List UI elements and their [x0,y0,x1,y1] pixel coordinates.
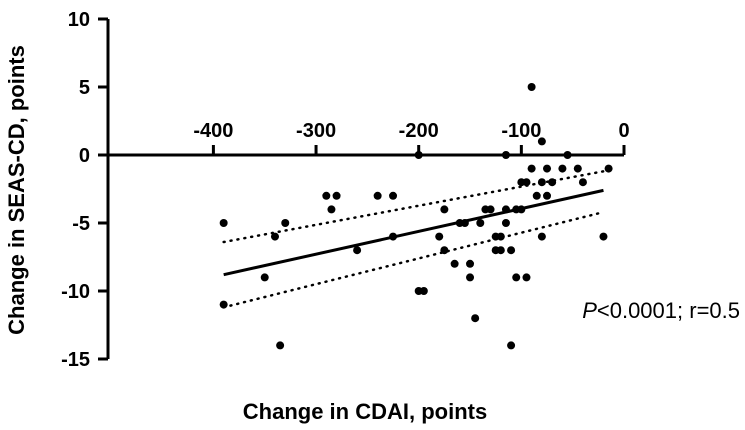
x-tick-label: -300 [296,120,336,142]
data-point [522,178,531,187]
data-point [537,178,546,187]
data-point [332,191,341,200]
data-point [527,164,536,173]
data-point [599,232,608,241]
data-point [537,137,546,146]
data-points [219,83,613,350]
data-point [573,164,582,173]
data-point [486,205,495,214]
data-point [543,191,552,200]
stats-annotation: P<0.0001; r=0.5 [582,298,740,323]
data-point [460,219,469,227]
data-point [548,178,557,187]
data-point [558,164,567,173]
confidence-band-lower [222,210,605,309]
data-point [270,232,279,241]
data-point [604,164,613,173]
data-point [501,205,510,214]
data-point [435,232,444,241]
data-point [522,273,531,282]
regression-line-group [223,188,604,277]
data-point [466,259,475,268]
data-point [281,219,290,227]
data-point [471,314,480,323]
data-point [414,151,423,159]
data-point [501,151,510,159]
stats-annotation-text: <0.0001; r=0.5 [597,298,740,323]
y-tick-label: -10 [61,281,90,303]
x-tick-label: -200 [399,120,439,142]
data-point [578,178,587,187]
data-point [353,246,362,255]
data-point [517,205,526,214]
y-axis-title: Change in SEAS-CD, points [4,45,29,335]
data-point [543,164,552,173]
x-tick-label: -100 [501,120,541,142]
data-point [389,232,398,241]
data-point [563,151,572,159]
x-axis: -400 -300 -200 -100 0 [108,120,630,157]
y-tick-label: -15 [61,349,90,371]
data-point [260,273,269,282]
stats-annotation-italic: P [582,298,597,323]
data-point [476,219,485,227]
y-axis: 10 5 0 -5 -10 -15 [61,9,110,371]
data-point [389,191,398,200]
y-tick-label: 10 [68,9,90,31]
data-point [440,246,449,255]
data-point [537,232,546,241]
x-tick-label: 0 [618,120,629,142]
data-point [327,205,336,214]
data-point [219,300,228,309]
regression-line [223,188,604,277]
y-tick-label: -5 [72,213,90,235]
data-point [219,219,228,227]
data-point [419,287,428,295]
data-point [507,246,516,255]
data-point [501,219,510,227]
data-point [507,341,516,350]
data-point [322,191,331,200]
data-point [512,273,521,282]
x-tick-label: -400 [193,120,233,142]
confidence-band [222,170,605,309]
x-axis-title: Change in CDAI, points [243,399,487,424]
y-tick-label: 0 [79,145,90,167]
data-point [440,205,449,214]
data-point [373,191,382,200]
data-point [496,232,505,241]
data-point [466,273,475,282]
data-point [496,246,505,255]
data-point [527,83,536,91]
data-point [532,191,541,200]
data-point [276,341,285,350]
data-point [450,259,459,268]
y-tick-label: 5 [79,77,90,99]
